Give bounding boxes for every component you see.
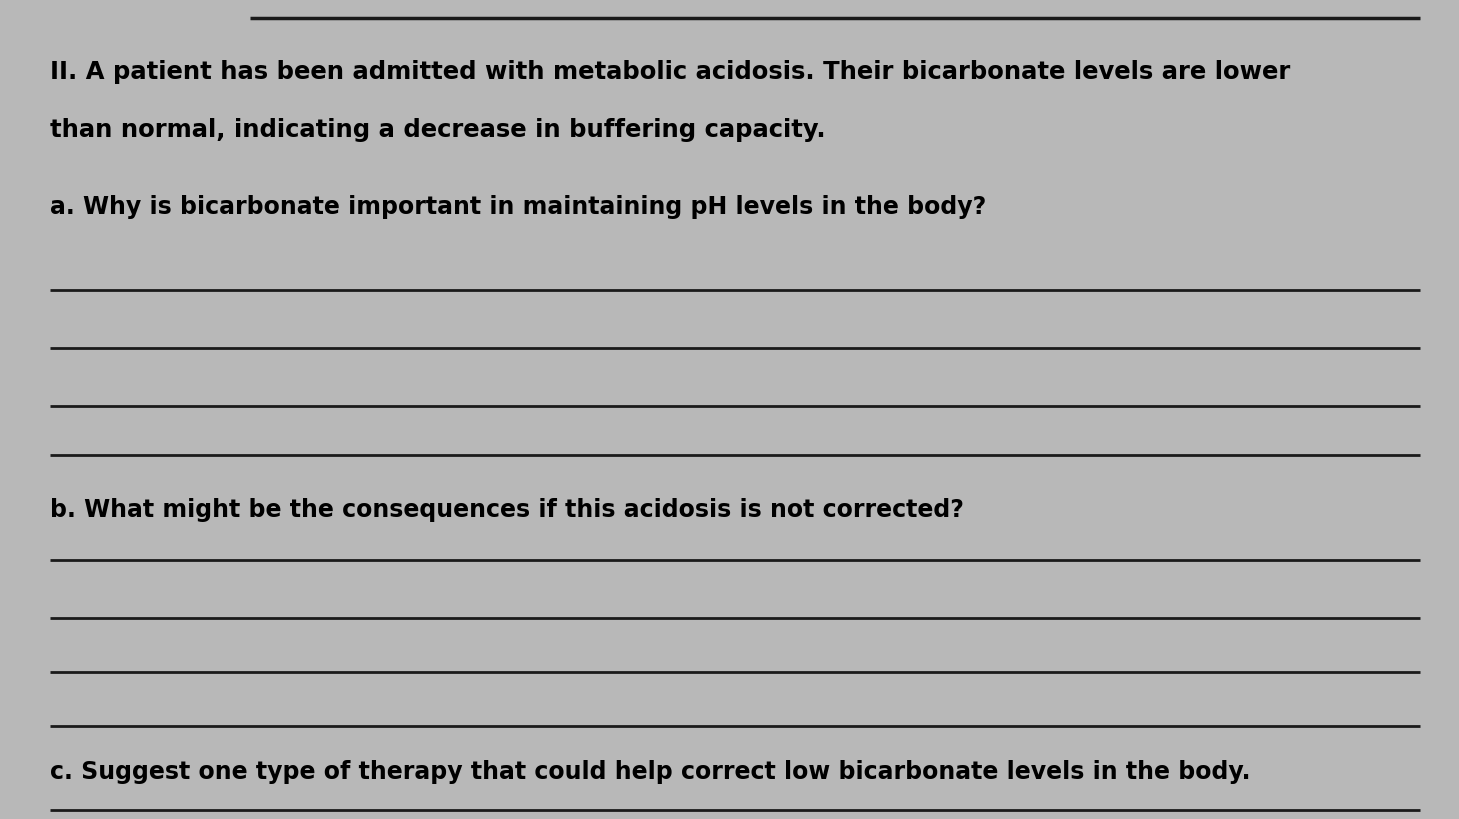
Text: than normal, indicating a decrease in buffering capacity.: than normal, indicating a decrease in bu… <box>50 118 826 142</box>
Text: a. Why is bicarbonate important in maintaining pH levels in the body?: a. Why is bicarbonate important in maint… <box>50 195 986 219</box>
Text: b. What might be the consequences if this acidosis is not corrected?: b. What might be the consequences if thi… <box>50 498 964 522</box>
Text: c. Suggest one type of therapy that could help correct low bicarbonate levels in: c. Suggest one type of therapy that coul… <box>50 760 1250 784</box>
Text: II. A patient has been admitted with metabolic acidosis. Their bicarbonate level: II. A patient has been admitted with met… <box>50 60 1290 84</box>
